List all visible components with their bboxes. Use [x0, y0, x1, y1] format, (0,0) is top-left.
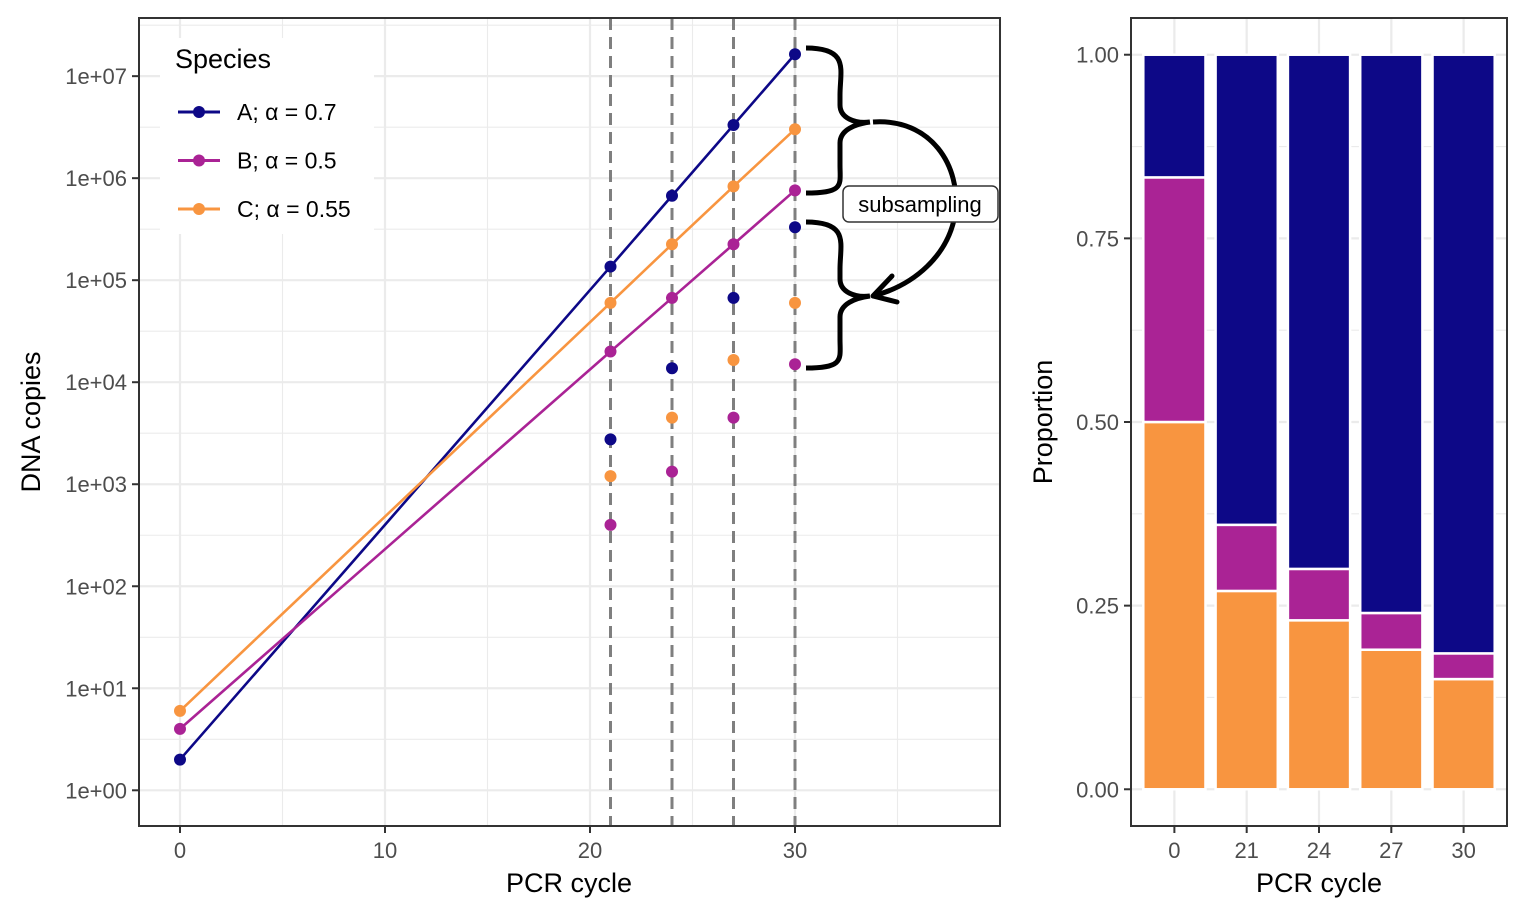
bar-segment	[1142, 53, 1207, 179]
data-point	[666, 238, 678, 251]
legend-label: B; α = 0.5	[237, 148, 337, 174]
y-tick-label: 0.00	[1076, 777, 1119, 802]
subsampling-annotation: subsampling	[805, 45, 999, 371]
copies-y-axis-title: DNA copies	[16, 351, 46, 492]
subsampled-point	[666, 362, 678, 375]
subsampled-point	[727, 291, 740, 304]
bar-segment	[1358, 53, 1424, 615]
y-tick-label: 0.75	[1076, 226, 1119, 251]
bar-segment	[1286, 53, 1352, 571]
subsampled-point	[789, 296, 801, 309]
y-tick-label: 1.00	[1076, 43, 1119, 68]
subsampled-point	[789, 358, 801, 371]
copies-axes: 1e+00 1e+01 1e+02 1e+03 1e+04 1e+05 1e+06 1e+07…	[65, 64, 807, 863]
x-tick-label: 10	[373, 838, 397, 863]
data-point	[789, 48, 801, 61]
legend-key-point	[193, 154, 205, 167]
data-point	[789, 123, 801, 136]
subsampling-label: subsampling	[858, 192, 982, 217]
y-tick-label: 1e+05	[65, 268, 127, 293]
proportion-axes: 0.00 0.25 0.50 0.75 1.00 0 21 24 27 30	[1076, 43, 1476, 863]
subsampled-point	[604, 433, 617, 446]
x-tick-label: 30	[783, 838, 807, 863]
y-tick-label: 1e+04	[65, 370, 127, 395]
legend-label: A; α = 0.7	[237, 99, 337, 125]
data-point	[174, 704, 186, 717]
bar-segment	[1142, 176, 1207, 424]
legend-key-point	[193, 106, 205, 118]
bar-segment	[1142, 420, 1207, 791]
x-tick-label: 21	[1234, 838, 1258, 863]
bar-segment	[1286, 567, 1352, 622]
subsampled-point	[666, 465, 678, 478]
subsampled-point	[727, 354, 740, 367]
bar-segment	[1358, 611, 1424, 651]
legend-keys: A; α = 0.7 B; α = 0.5 C; α = 0.55	[178, 99, 351, 222]
data-point	[174, 753, 186, 766]
y-tick-label: 1e+07	[65, 64, 127, 89]
y-tick-label: 1e+02	[65, 574, 127, 599]
legend-background	[160, 38, 374, 234]
x-tick-label: 20	[578, 838, 602, 863]
y-tick-label: 1e+06	[65, 166, 127, 191]
data-point	[727, 180, 740, 193]
copies-series-points	[174, 48, 801, 766]
x-tick-label: 24	[1307, 838, 1331, 863]
copies-grid	[139, 18, 1002, 826]
data-point	[604, 296, 617, 309]
bar-segment	[1431, 652, 1496, 681]
x-tick-label: 27	[1379, 838, 1403, 863]
y-tick-label: 1e+00	[65, 778, 127, 803]
legend: Species A; α = 0.7 B; α = 0.5 C; α = 0.55	[160, 38, 374, 234]
arrow-head-icon	[870, 273, 900, 305]
data-point	[604, 260, 617, 273]
y-tick-label: 0.50	[1076, 410, 1119, 435]
proportion-bars	[1142, 53, 1496, 791]
data-point	[174, 722, 186, 735]
subsampled-point	[789, 221, 801, 234]
proportion-y-axis-title: Proportion	[1028, 360, 1058, 485]
subsampled-point	[666, 411, 678, 424]
data-point	[727, 238, 740, 251]
x-tick-label: 30	[1451, 838, 1475, 863]
legend-title: Species	[175, 44, 271, 74]
bar-segment	[1214, 523, 1280, 593]
data-point	[666, 291, 678, 304]
subsampled-point	[604, 518, 617, 531]
proportion-panel: 0.000.250.500.751.000 21 24 27 30 PCR cycle …	[1028, 17, 1508, 898]
data-point	[666, 189, 678, 202]
bar-segment	[1431, 53, 1496, 655]
bar-segment	[1358, 648, 1424, 791]
copies-panel-border	[138, 17, 1001, 827]
copies-panel: Species A; α = 0.7B; α = 0.5C; α = 0.55 …	[16, 17, 1002, 898]
x-tick-label: 0	[174, 838, 186, 863]
bar-segment	[1214, 53, 1280, 527]
legend-key-point	[193, 203, 205, 215]
proportion-x-axis-title: PCR cycle	[1256, 868, 1382, 898]
subsampled-point	[727, 411, 740, 424]
bar-segment	[1214, 589, 1280, 791]
subsampled-point	[604, 470, 617, 483]
y-tick-label: 1e+03	[65, 472, 127, 497]
x-tick-label: 0	[1168, 838, 1180, 863]
lower-brace	[805, 219, 871, 371]
data-point	[789, 184, 801, 197]
legend-label: C; α = 0.55	[237, 196, 351, 222]
y-tick-label: 1e+01	[65, 676, 127, 701]
upper-brace	[805, 45, 871, 196]
data-point	[604, 345, 617, 358]
y-tick-label: 0.25	[1076, 594, 1119, 619]
subsampling-label-box	[842, 185, 999, 223]
data-point	[727, 119, 740, 132]
subsampled-points	[604, 221, 801, 531]
copies-x-axis-title: PCR cycle	[506, 868, 632, 898]
bar-segment	[1431, 677, 1496, 791]
bar-segment	[1286, 619, 1352, 791]
